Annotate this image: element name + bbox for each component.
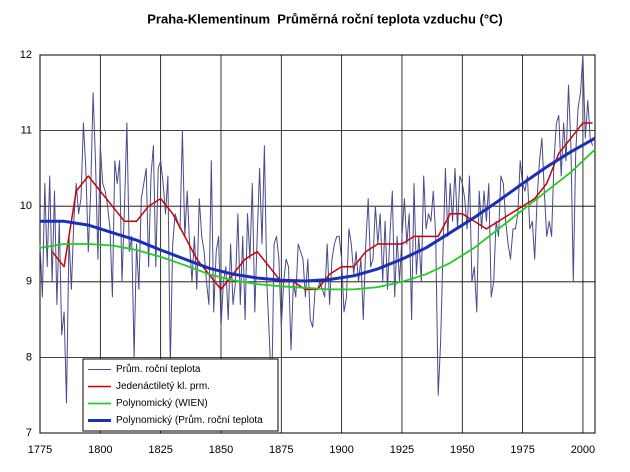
x-tick-label: 2000	[571, 444, 595, 456]
x-tick-label: 1800	[88, 444, 112, 456]
y-tick-label: 8	[26, 351, 32, 363]
series-line	[51, 122, 593, 291]
series-line	[39, 148, 596, 291]
y-tick-label: 9	[26, 276, 32, 288]
y-tick-label: 7	[26, 427, 32, 439]
legend: Prům. roční teplota Jedenáctiletý kl. prm…	[82, 358, 279, 432]
x-tick-label: 1975	[510, 444, 534, 456]
x-tick-label: 1850	[209, 444, 233, 456]
x-tick-label: 1875	[269, 444, 293, 456]
chart-title: Praha-Klementinum Průměrná roční teplota…	[147, 11, 503, 26]
y-tick-label: 11	[21, 125, 32, 137]
legend-label: Polynomický (Prům. roční teplota	[116, 414, 263, 426]
x-tick-label: 1825	[148, 444, 172, 456]
x-tick-label: 1925	[390, 444, 414, 456]
legend-label: Jedenáctiletý kl. prm.	[116, 381, 210, 392]
legend-box	[82, 358, 279, 432]
y-tick-label: 12	[20, 49, 32, 61]
legend-label: Prům. roční teplota	[116, 363, 201, 375]
x-tick-label: 1775	[28, 444, 52, 456]
x-tick-label: 1950	[450, 444, 474, 456]
legend-label: Polynomický (WIEN)	[116, 398, 208, 409]
series-line	[40, 136, 596, 283]
y-tick-label: 10	[20, 200, 32, 212]
x-tick-label: 1900	[329, 444, 353, 456]
